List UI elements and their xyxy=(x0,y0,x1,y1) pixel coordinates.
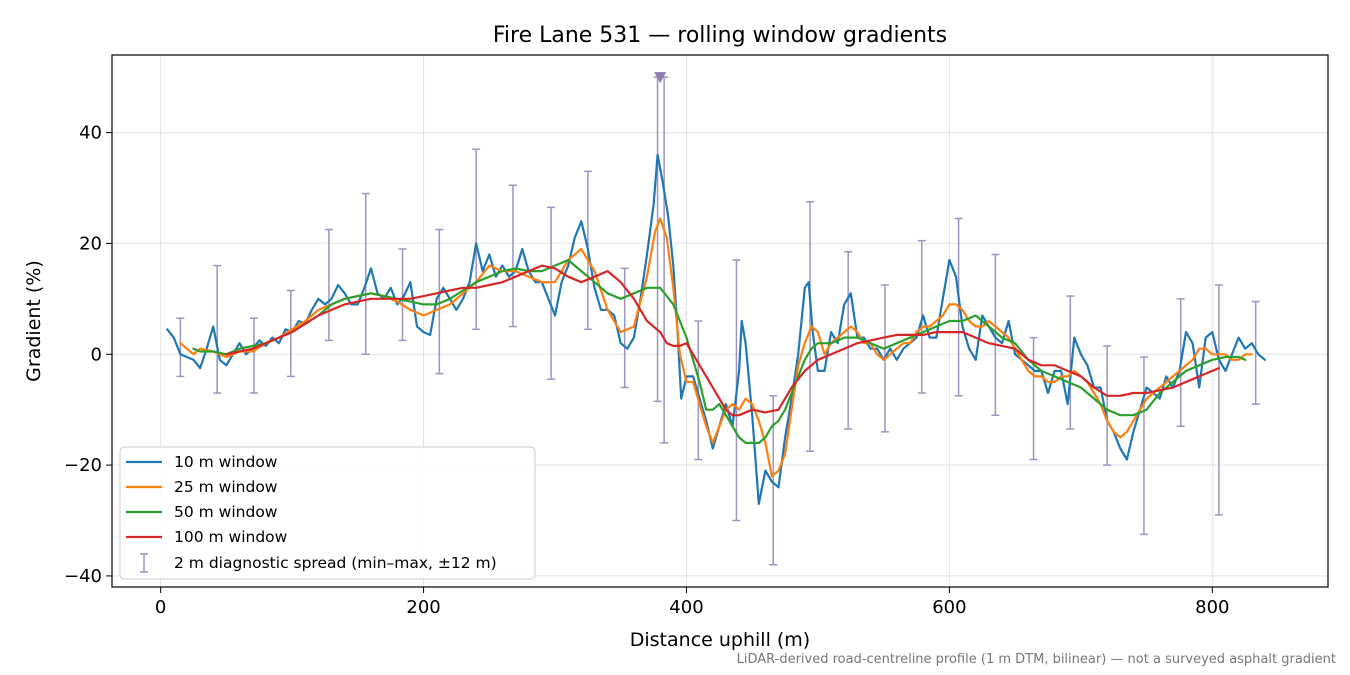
legend-swatch-error-bar xyxy=(140,553,148,573)
y-tick-label: 0 xyxy=(91,344,102,365)
plot-frame xyxy=(111,54,1329,588)
series-line-25-m-window xyxy=(179,217,1253,478)
error-bar xyxy=(660,76,669,444)
error-bar xyxy=(991,253,1000,416)
footnote: LiDAR-derived road-centreline profile (1… xyxy=(736,652,1336,667)
error-bar xyxy=(1066,295,1075,430)
x-tick-label: 0 xyxy=(155,597,166,618)
legend: 10 m window 25 m window 50 m window 100 m w… xyxy=(119,446,536,580)
error-bar xyxy=(547,206,556,380)
error-bar xyxy=(1214,284,1223,516)
axis-ticks: 0 200 400 600 800 −40 −20 0 20 40 xyxy=(64,123,1229,618)
x-tick-label: 400 xyxy=(669,597,703,618)
error-bar xyxy=(398,248,407,342)
error-bar xyxy=(806,201,815,452)
y-tick-label: 20 xyxy=(79,233,102,254)
x-tick-label: 800 xyxy=(1195,597,1229,618)
clipped-markers xyxy=(654,72,667,84)
error-bar xyxy=(435,228,444,375)
x-tick-label: 600 xyxy=(932,597,966,618)
series-line-100-m-window xyxy=(225,264,1221,417)
error-bars xyxy=(176,76,1260,566)
error-bar xyxy=(361,192,370,355)
legend-label: 2 m diagnostic spread (min–max, ±12 m) xyxy=(174,554,497,572)
y-tick-label: −40 xyxy=(64,566,102,587)
y-tick-label: −20 xyxy=(64,455,102,476)
chart-title: Fire Lane 531 — rolling window gradients xyxy=(493,23,947,48)
error-bar xyxy=(508,184,517,328)
legend-label: 10 m window xyxy=(174,453,278,471)
y-tick-label: 40 xyxy=(79,123,102,144)
error-bar xyxy=(694,320,703,461)
error-bar xyxy=(472,148,481,331)
legend-label: 25 m window xyxy=(174,478,278,496)
series-line-50-m-window xyxy=(192,258,1247,444)
x-tick-label: 200 xyxy=(406,597,440,618)
error-bar xyxy=(1103,345,1112,466)
y-axis-label: Gradient (%) xyxy=(23,260,45,382)
error-bar xyxy=(1029,336,1038,461)
error-bar xyxy=(213,264,222,394)
error-bar xyxy=(249,317,258,394)
clipped-marker xyxy=(654,72,667,84)
error-bar xyxy=(324,228,333,342)
error-bar xyxy=(844,250,853,430)
legend-box xyxy=(119,446,536,580)
x-axis-label: Distance uphill (m) xyxy=(630,629,810,651)
legend-label: 50 m window xyxy=(174,503,278,521)
series-lines xyxy=(166,153,1267,505)
error-bar xyxy=(176,317,185,378)
error-bar xyxy=(1139,356,1148,536)
legend-label: 100 m window xyxy=(174,528,288,546)
error-bar xyxy=(1251,300,1260,405)
